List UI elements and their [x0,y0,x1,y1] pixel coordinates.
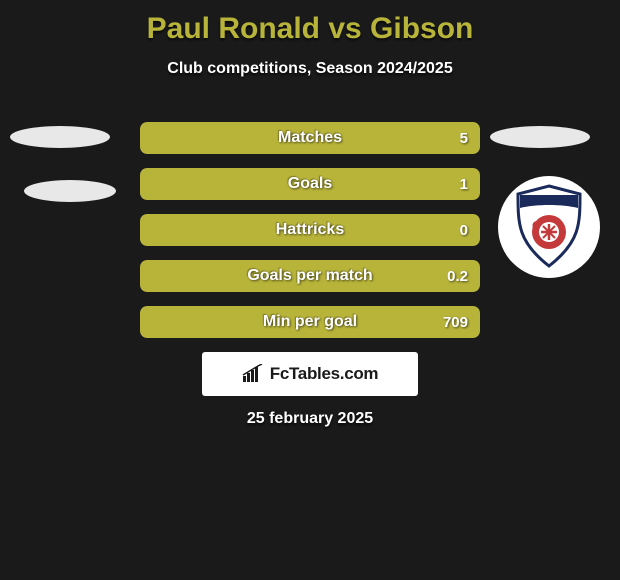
stat-bar-label: Matches [140,122,480,154]
player-left-photo-placeholder-1 [10,126,110,148]
stat-bars: Matches 5 Goals 1 Hattricks 0 Goals per … [140,122,480,352]
stat-bar: Min per goal 709 [140,306,480,338]
brand-text: FcTables.com [270,364,379,384]
player-left-photo-placeholder-2 [24,180,116,202]
stat-bar: Goals 1 [140,168,480,200]
page-title: Paul Ronald vs Gibson [0,0,620,46]
stat-bar-value: 1 [460,168,468,200]
stat-bar: Matches 5 [140,122,480,154]
stat-bar-value: 0.2 [447,260,468,292]
page-subtitle: Club competitions, Season 2024/2025 [0,60,620,78]
stat-bar: Hattricks 0 [140,214,480,246]
shield-icon [512,184,586,270]
stat-bar-label: Goals [140,168,480,200]
stat-bar-label: Goals per match [140,260,480,292]
brand-badge: FcTables.com [202,352,418,396]
player-right-photo-placeholder [490,126,590,148]
stat-bar: Goals per match 0.2 [140,260,480,292]
date-text: 25 february 2025 [0,410,620,428]
club-crest [498,176,600,278]
stat-bar-value: 5 [460,122,468,154]
bar-chart-icon [242,364,264,384]
stat-bar-value: 709 [443,306,468,338]
stat-bar-label: Hattricks [140,214,480,246]
stat-bar-value: 0 [460,214,468,246]
stat-bar-label: Min per goal [140,306,480,338]
